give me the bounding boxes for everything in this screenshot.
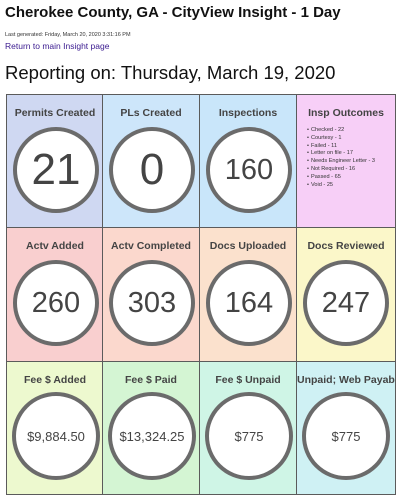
tile-title: Docs Reviewed	[307, 240, 385, 252]
tile-title: Actv Added	[26, 240, 84, 252]
reporting-heading: Reporting on: Thursday, March 19, 2020	[5, 62, 336, 83]
value-circle: 164	[206, 260, 292, 346]
tile-title: Fee $ Paid	[125, 374, 177, 386]
tile-docs-reviewed: Docs Reviewed 247	[296, 227, 396, 362]
tile-unpaid-web-payable: Unpaid; Web Payable $775	[296, 361, 396, 495]
tile-value: $775	[234, 428, 264, 444]
tile-title: Inspections	[218, 107, 278, 119]
list-item: Passed - 65	[307, 174, 375, 182]
tile-title: Permits Created	[14, 107, 96, 119]
tile-actv-completed: Actv Completed 303	[102, 227, 200, 362]
tile-value: 247	[321, 286, 371, 319]
list-item: Not Required - 16	[307, 166, 375, 174]
last-generated-text: Last generated: Friday, March 20, 2020 3…	[5, 32, 131, 38]
tile-insp-outcomes: Insp Outcomes Checked - 22 Courtesy - 1 …	[296, 94, 396, 228]
list-item: Courtesy - 1	[307, 135, 375, 143]
tile-title: Actv Completed	[111, 240, 191, 252]
tile-title: Fee $ Unpaid	[215, 374, 281, 386]
tile-inspections: Inspections 160	[199, 94, 297, 228]
list-item: Checked - 22	[307, 127, 375, 135]
page-title: Cherokee County, GA - CityView Insight -…	[5, 4, 341, 21]
tile-title: PLs Created	[120, 107, 182, 119]
return-main-link[interactable]: Return to main Insight page	[5, 41, 110, 51]
tile-title: Docs Uploaded	[209, 240, 287, 252]
tile-docs-uploaded: Docs Uploaded 164	[199, 227, 297, 362]
outcomes-list: Checked - 22 Courtesy - 1 Failed - 11 Le…	[307, 127, 375, 189]
tile-value: 0	[139, 145, 165, 194]
tile-value: 164	[224, 286, 274, 319]
tile-value: 160	[224, 153, 274, 186]
tile-fee-paid: Fee $ Paid $13,324.25	[102, 361, 200, 495]
value-circle: $775	[302, 392, 390, 480]
tile-title: Insp Outcomes	[308, 107, 384, 119]
value-circle: 260	[13, 260, 99, 346]
value-circle: 160	[206, 127, 292, 213]
tile-value: 21	[31, 145, 81, 194]
list-item: Letter on file - 17	[307, 150, 375, 158]
tile-value: $9,884.50	[27, 428, 85, 444]
tile-fee-unpaid: Fee $ Unpaid $775	[199, 361, 297, 495]
tile-title: Fee $ Added	[23, 374, 87, 386]
list-item: Failed - 11	[307, 143, 375, 151]
tile-value: $775	[331, 428, 361, 444]
tile-value: 260	[31, 286, 81, 319]
list-item: Needs Engineer Letter - 3	[307, 158, 375, 166]
value-circle: 21	[13, 127, 99, 213]
value-circle: 303	[109, 260, 195, 346]
value-circle: $775	[205, 392, 293, 480]
tile-permits-created: Permits Created 21	[6, 94, 104, 228]
tile-value: 303	[127, 286, 177, 319]
list-item: Void - 25	[307, 182, 375, 190]
value-circle: $13,324.25	[108, 392, 196, 480]
value-circle: 247	[303, 260, 389, 346]
value-circle: $9,884.50	[12, 392, 100, 480]
tile-fee-added: Fee $ Added $9,884.50	[6, 361, 104, 495]
tile-value: $13,324.25	[119, 428, 185, 444]
tile-actv-added: Actv Added 260	[6, 227, 104, 362]
tile-pls-created: PLs Created 0	[102, 94, 200, 228]
tile-title: Unpaid; Web Payable	[297, 374, 396, 386]
value-circle: 0	[109, 127, 195, 213]
